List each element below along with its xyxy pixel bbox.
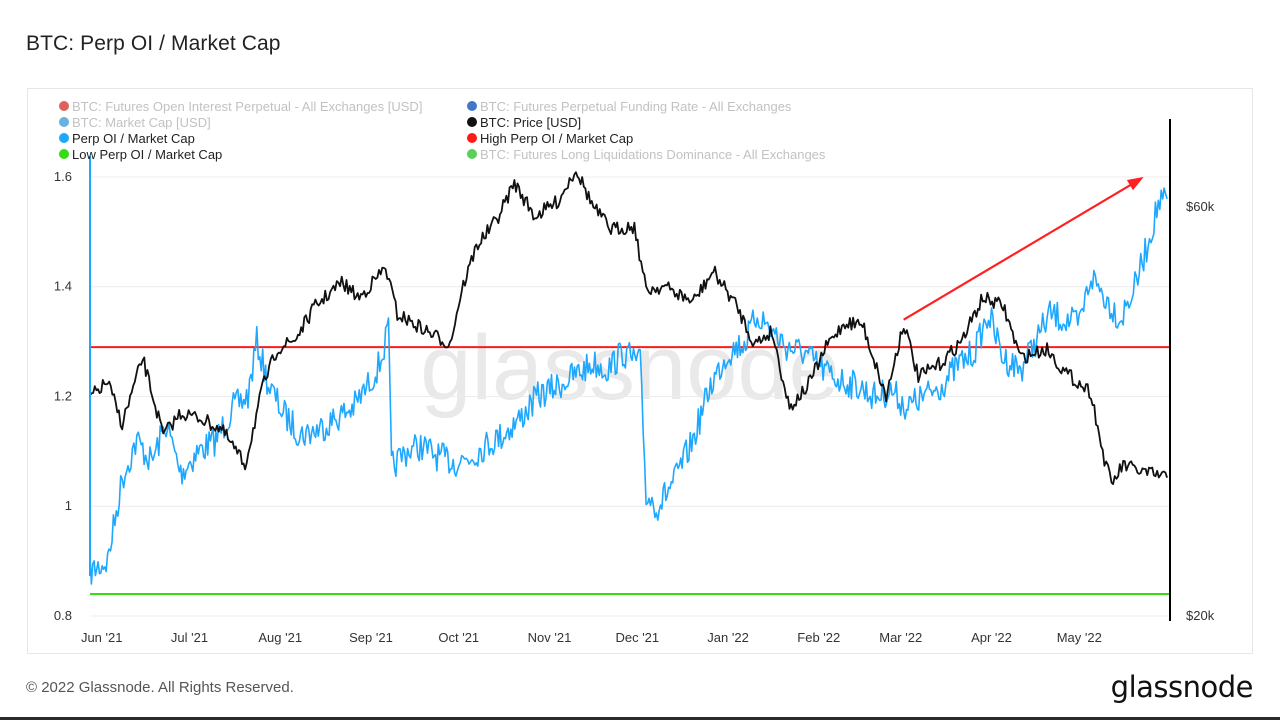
legend-entry: BTC: Price [USD] bbox=[480, 115, 581, 130]
x-tick-label: Mar '22 bbox=[879, 630, 922, 645]
glassnode-logo: glassnode bbox=[1110, 670, 1254, 704]
copyright-text: © 2022 Glassnode. All Rights Reserved. bbox=[26, 679, 294, 696]
bottom-rule bbox=[0, 717, 1280, 720]
legend-entry: Low Perp OI / Market Cap bbox=[72, 147, 222, 162]
trend-arrow-line bbox=[903, 181, 1137, 321]
y-left-tick-label: 1 bbox=[65, 498, 72, 513]
legend-marker bbox=[59, 133, 69, 143]
y-left-tick-label: 1.6 bbox=[54, 169, 72, 184]
x-tick-label: Oct '21 bbox=[438, 630, 479, 645]
legend-entry: BTC: Futures Open Interest Perpetual - A… bbox=[72, 99, 422, 114]
x-tick-label: Apr '22 bbox=[971, 630, 1012, 645]
x-tick-label: Jan '22 bbox=[707, 630, 749, 645]
x-tick-label: May '22 bbox=[1057, 630, 1102, 645]
series-line-perp-oi-market-cap bbox=[89, 187, 1168, 585]
y-right-tick-label: $20k bbox=[1186, 608, 1215, 623]
legend-entry: BTC: Futures Long Liquidations Dominance… bbox=[480, 147, 826, 162]
legend-marker bbox=[467, 101, 477, 111]
x-tick-label: Sep '21 bbox=[349, 630, 393, 645]
x-tick-label: Jul '21 bbox=[171, 630, 208, 645]
legend-marker bbox=[59, 149, 69, 159]
x-tick-label: Nov '21 bbox=[528, 630, 572, 645]
legend-marker bbox=[467, 133, 477, 143]
series-line-btc-price bbox=[89, 171, 1168, 485]
trend-arrow-head bbox=[1126, 176, 1144, 191]
legend-entry: BTC: Market Cap [USD] bbox=[72, 115, 211, 130]
legend-marker bbox=[59, 101, 69, 111]
legend-entry: High Perp OI / Market Cap bbox=[480, 131, 633, 146]
y-left-tick-label: 0.8 bbox=[54, 608, 72, 623]
x-tick-label: Dec '21 bbox=[615, 630, 659, 645]
legend-entry: Perp OI / Market Cap bbox=[72, 131, 195, 146]
page-title: BTC: Perp OI / Market Cap bbox=[26, 32, 281, 55]
chart-frame: glassnode 0.8 1 1.2 1.4 1.6 $20k $60k Jun '21 Jul… bbox=[27, 88, 1253, 654]
y-right-tick-label: $60k bbox=[1186, 199, 1215, 214]
y-left-tick-label: 1.4 bbox=[54, 279, 72, 294]
legend-entry: BTC: Futures Perpetual Funding Rate - Al… bbox=[480, 99, 792, 114]
legend-marker bbox=[467, 117, 477, 127]
x-tick-label: Feb '22 bbox=[797, 630, 840, 645]
y-left-tick-label: 1.2 bbox=[54, 388, 72, 403]
x-tick-label: Jun '21 bbox=[81, 630, 123, 645]
legend-marker bbox=[467, 149, 477, 159]
x-tick-label: Aug '21 bbox=[258, 630, 302, 645]
legend-marker bbox=[59, 117, 69, 127]
